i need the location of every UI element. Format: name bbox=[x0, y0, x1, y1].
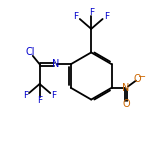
Text: −: − bbox=[138, 72, 147, 82]
Text: N: N bbox=[122, 83, 130, 93]
Text: N: N bbox=[52, 59, 59, 69]
Text: F: F bbox=[37, 96, 42, 105]
Text: O: O bbox=[134, 74, 141, 84]
Text: F: F bbox=[52, 91, 57, 100]
Text: F: F bbox=[73, 12, 79, 21]
Text: F: F bbox=[23, 91, 28, 100]
Text: Cl: Cl bbox=[25, 47, 35, 57]
Text: F: F bbox=[104, 12, 109, 21]
Text: F: F bbox=[89, 8, 94, 17]
Text: O: O bbox=[122, 99, 130, 109]
